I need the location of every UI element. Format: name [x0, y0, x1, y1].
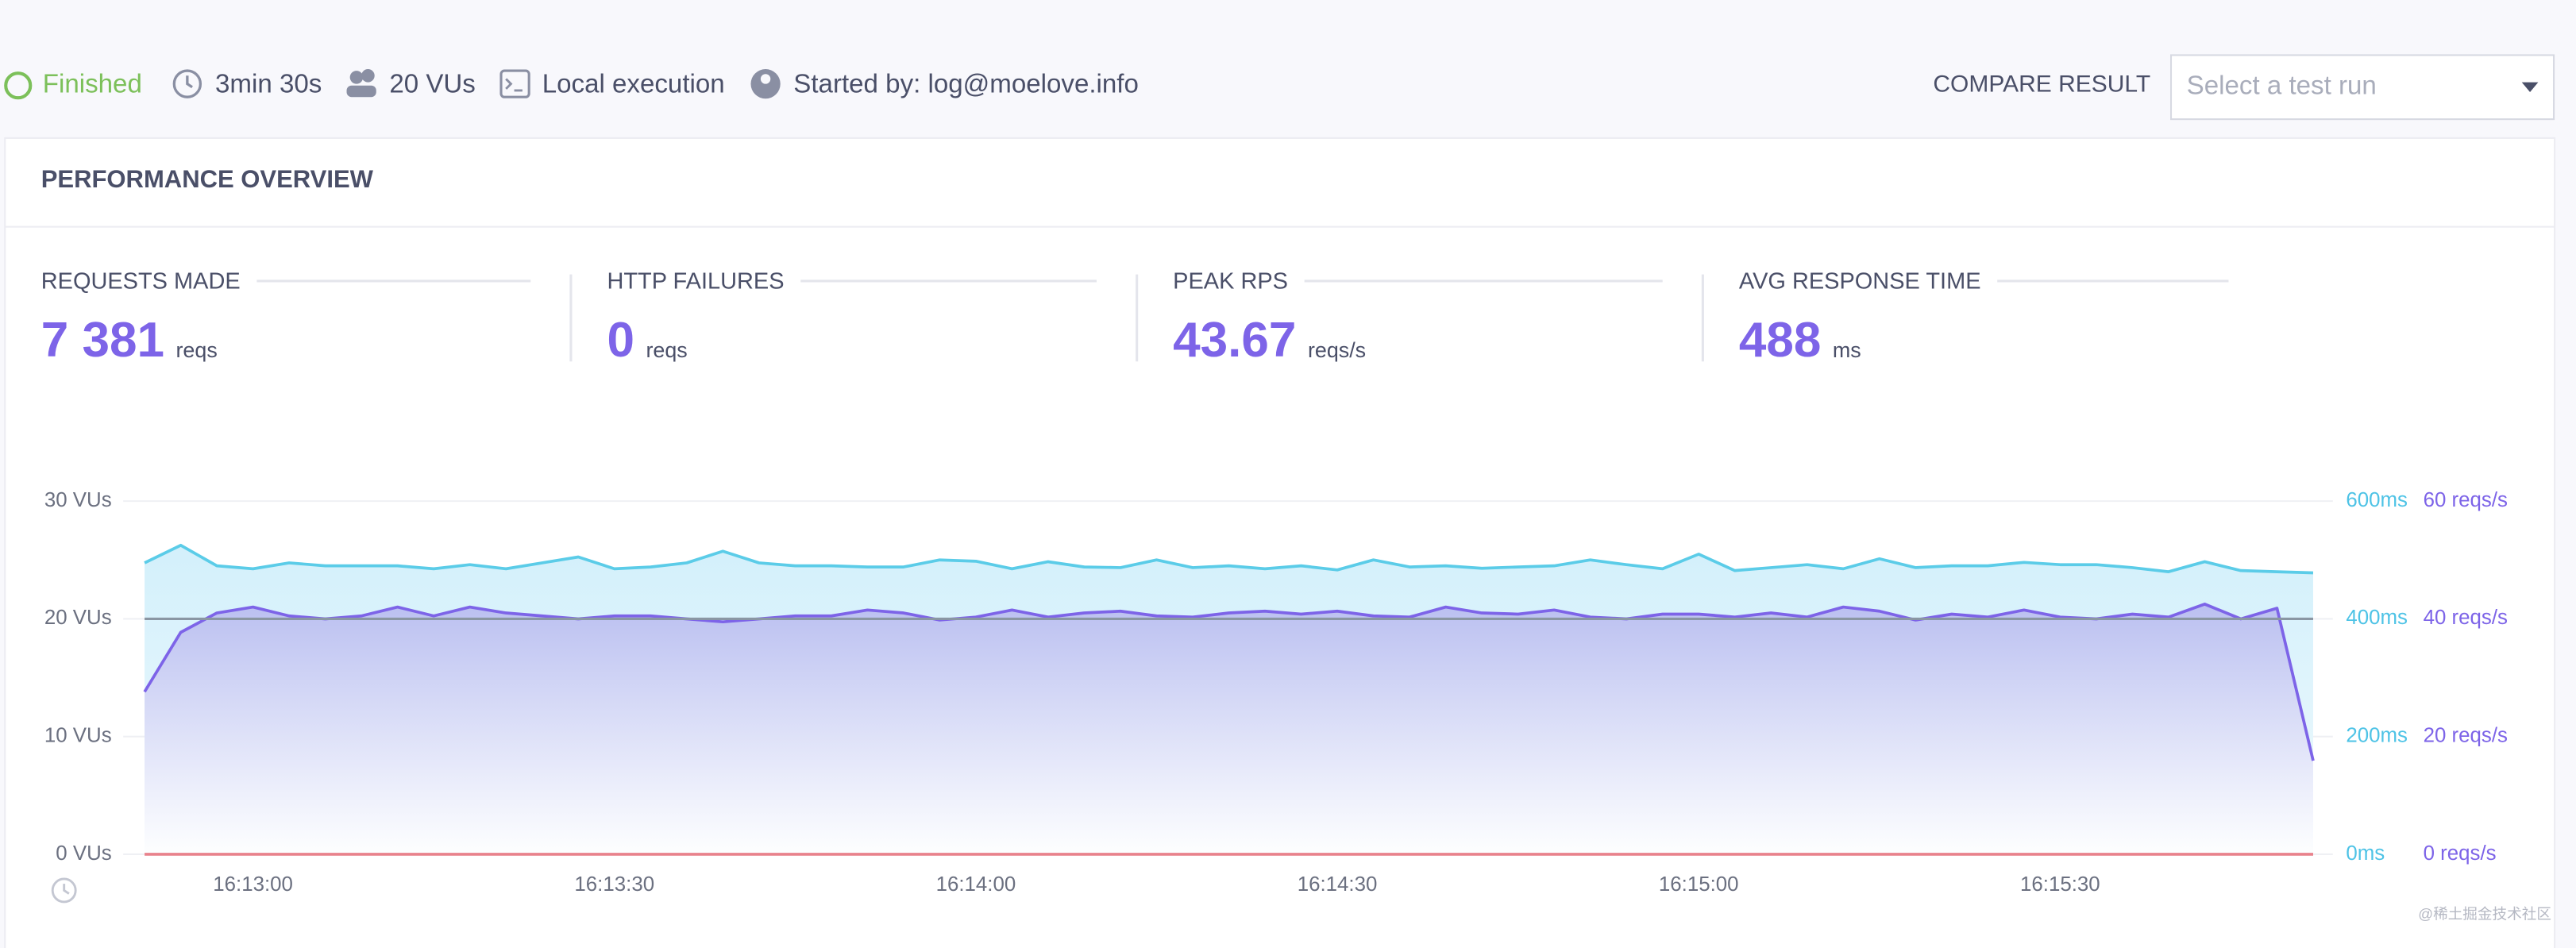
duration: 3min 30s [215, 69, 322, 98]
time-icon [51, 877, 77, 904]
compare-select[interactable] [2169, 54, 2555, 121]
y3-tick-label: 60 reqs/s [2424, 489, 2508, 511]
y-tick-label: 10 VUs [44, 725, 112, 747]
y2-tick-label: 200ms [2346, 725, 2408, 747]
metric-unit: reqs/s [1308, 338, 1366, 362]
metric-label: HTTP FAILURES [607, 269, 784, 295]
y2-tick-label: 0ms [2346, 842, 2385, 865]
clock-icon [172, 69, 202, 98]
y3-tick-label: 20 reqs/s [2424, 725, 2508, 747]
compare-label: COMPARE RESULT [1933, 71, 2150, 98]
metric-value: 7 381 [41, 313, 164, 368]
metric-value: 43.67 [1173, 313, 1296, 368]
y3-tick-label: 40 reqs/s [2424, 607, 2508, 629]
x-tick-label: 16:15:30 [2020, 873, 2100, 896]
execution: Local execution [542, 69, 725, 98]
user-icon [750, 69, 781, 99]
metric-unit: reqs [646, 338, 687, 362]
status-icon [4, 71, 33, 100]
clock-hand [186, 75, 193, 89]
user-head [760, 74, 771, 84]
metric-label: REQUESTS MADE [41, 269, 241, 295]
select-arrow [2521, 82, 2539, 92]
y-tick-label: 0 VUs [56, 842, 111, 865]
terminal-prompt [505, 78, 523, 92]
y3-tick-label: 0 reqs/s [2424, 842, 2497, 865]
vus: 20 VUs [389, 69, 476, 98]
metric-label: AVG RESPONSE TIME [1739, 269, 1981, 295]
x-tick-label: 16:15:00 [1659, 873, 1739, 896]
series-line [143, 602, 2315, 761]
started-by: Started by: log@moelove.info [793, 69, 1139, 98]
area [145, 603, 2313, 854]
series-line [144, 543, 2314, 575]
x-tick-label: 16:13:30 [574, 873, 654, 896]
metric-unit: reqs [175, 338, 217, 362]
x-tick-label: 16:14:00 [936, 873, 1016, 896]
y-tick-label: 20 VUs [44, 607, 112, 629]
x-tick-label: 16:13:00 [213, 873, 293, 896]
y2-tick-label: 400ms [2346, 607, 2408, 629]
metric-label: PEAK RPS [1173, 269, 1288, 295]
compare-placeholder: Select a test run [2187, 71, 2377, 101]
time-icon-hand [63, 884, 70, 895]
y2-tick-label: 600ms [2346, 489, 2408, 511]
metric-unit: ms [1833, 338, 1861, 362]
terminal-icon [499, 69, 530, 98]
watermark: @稀土掘金技术社区 [2418, 905, 2551, 922]
status: Finished [43, 69, 142, 98]
vus-icon [346, 69, 376, 98]
y-tick-label: 30 VUs [44, 489, 112, 511]
metric-value: 0 [607, 313, 634, 368]
metric-value: 488 [1739, 313, 1822, 368]
panel-title: PERFORMANCE OVERVIEW [41, 165, 374, 193]
x-tick-label: 16:14:30 [1298, 873, 1378, 896]
